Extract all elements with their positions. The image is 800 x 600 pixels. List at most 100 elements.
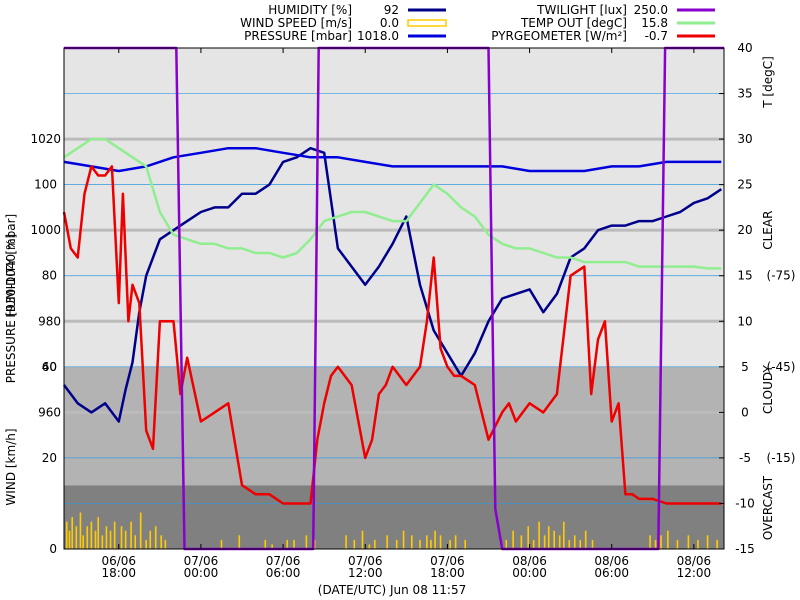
wind-bar <box>706 535 709 549</box>
wind-bar <box>687 535 690 549</box>
temp-tick-label: 10 <box>737 314 752 328</box>
x-tick-time: 00:00 <box>184 566 219 580</box>
wind-bar <box>65 521 68 549</box>
wind-bar <box>426 535 428 549</box>
wind-bar <box>82 535 84 549</box>
wind-bar <box>220 539 223 549</box>
legend-value: 250.0 <box>634 3 668 17</box>
sky-value-label: (-75) <box>767 269 796 283</box>
wind-bar <box>120 526 123 549</box>
x-tick-date: 08/06 <box>512 554 547 568</box>
pressure-axis-label: PRESSURE [930-1040 mbar] <box>4 214 18 383</box>
sky-value-label: (-15) <box>767 451 796 465</box>
wind-bar <box>543 535 546 549</box>
wind-bar <box>286 539 288 549</box>
axis-ticks: 06/0618:0007/0600:0007/0606:0007/0612:00… <box>30 41 754 580</box>
legend-label: WIND SPEED [m/s] <box>240 16 352 30</box>
temp-axis-label: T [degC] <box>761 56 775 109</box>
wind-bar <box>676 539 679 549</box>
x-tick-time: 18:00 <box>430 566 465 580</box>
sky-label-cloudy: CLOUDY <box>761 365 775 414</box>
wind-bar <box>464 539 467 549</box>
legend-label: PRESSURE [mbar] <box>244 29 352 43</box>
wind-bar <box>75 526 78 549</box>
humidity-tick-label: 60 <box>42 360 57 374</box>
wind-bar <box>558 535 561 549</box>
wind-bar <box>584 530 587 549</box>
series-line-pyrgeometer <box>62 165 722 505</box>
wind-bar <box>512 530 514 549</box>
zone-overcast <box>64 485 724 549</box>
wind-bar <box>454 535 457 549</box>
temp-tick-label: 15 <box>737 269 752 283</box>
x-tick-date: 08/06 <box>677 554 712 568</box>
series-line-temp <box>63 137 722 270</box>
temp-tick-label: 30 <box>737 132 752 146</box>
wind-bar <box>562 521 565 549</box>
temp-tick-label: 35 <box>737 87 752 101</box>
x-tick-date: 07/06 <box>430 554 465 568</box>
x-tick-date: 06/06 <box>101 554 136 568</box>
wind-bar <box>97 517 100 549</box>
wind-bar <box>101 535 104 549</box>
sky-value-label: (-45) <box>767 360 796 374</box>
humidity-tick-label: 100 <box>34 178 57 192</box>
x-tick-time: 12:00 <box>677 566 712 580</box>
wind-bar <box>402 530 405 549</box>
legend-label: HUMIDITY [%] <box>268 3 352 17</box>
x-tick-time: 18:00 <box>101 566 136 580</box>
wind-bar <box>113 521 116 549</box>
wind-bar <box>154 526 157 549</box>
legend-value: 15.8 <box>641 16 668 30</box>
temp-tick-label: -15 <box>735 542 755 556</box>
temp-tick-label: 20 <box>737 223 752 237</box>
wind-bar <box>71 517 74 549</box>
wind-bar <box>139 512 142 549</box>
wind-bar <box>573 535 576 549</box>
legend-value: 1018.0 <box>357 29 399 43</box>
wind-bar <box>79 512 82 549</box>
wind-bar <box>94 530 97 549</box>
x-tick-date: 07/06 <box>266 554 301 568</box>
wind-bar <box>419 539 421 549</box>
sky-label-overcast: OVERCAST <box>761 475 775 540</box>
wind-bar <box>579 539 582 549</box>
x-tick-time: 06:00 <box>266 566 301 580</box>
wind-bar <box>568 539 571 549</box>
axis-labels: HUMIDITY [%]PRESSURE [930-1040 mbar] WIND… <box>4 56 795 597</box>
legend-value: 0.0 <box>380 16 399 30</box>
wind-bar <box>591 539 594 549</box>
humidity-axis-label: HUMIDITY [%] <box>4 234 18 318</box>
temp-tick-label: -10 <box>735 496 755 510</box>
legend-value: 92 <box>384 3 399 17</box>
wind-bar <box>238 535 241 549</box>
wind-bar <box>353 539 356 549</box>
wind-bar <box>386 535 388 549</box>
wind-bar <box>374 539 376 549</box>
humidity-tick-label: 80 <box>42 269 57 283</box>
pressure-tick-label: 980 <box>38 314 61 328</box>
temp-tick-label: 5 <box>741 360 749 374</box>
wind-bar <box>434 530 436 549</box>
pressure-tick-label: 960 <box>38 405 61 419</box>
zone-clear <box>64 48 724 367</box>
wind-bar <box>649 535 651 549</box>
x-tick-date: 08/06 <box>594 554 629 568</box>
wind-bar <box>430 539 432 549</box>
wind-bar <box>411 535 413 549</box>
series-line-pressure <box>63 146 722 173</box>
wind-bar <box>716 539 718 549</box>
wind-bar <box>368 544 371 549</box>
wind-bar <box>124 530 127 549</box>
wind-bar <box>660 535 662 549</box>
wind-bar <box>505 539 508 549</box>
wind-bar <box>86 526 89 549</box>
wind-bar <box>145 539 147 549</box>
wind-bar <box>160 535 163 549</box>
wind-bar <box>109 530 112 549</box>
wind-bar <box>654 539 657 549</box>
x-tick-time: 00:00 <box>512 566 547 580</box>
temp-tick-label: 40 <box>737 41 752 55</box>
legend-swatch <box>407 19 447 27</box>
wind-bar <box>538 521 540 549</box>
